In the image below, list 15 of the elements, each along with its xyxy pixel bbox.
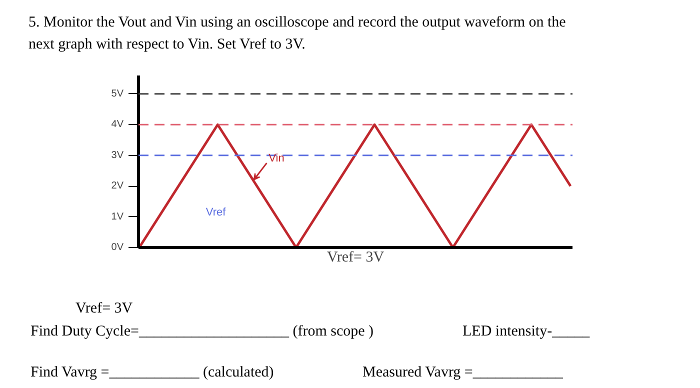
y-tick-label: 0V xyxy=(111,242,124,253)
y-tick-label: 4V xyxy=(111,119,124,130)
annotation: Vin xyxy=(268,152,284,165)
annotation: Vref xyxy=(206,206,227,218)
x-axis-title: Vref= 3V xyxy=(326,250,384,266)
text: Measured Vavrg =____________ xyxy=(362,364,564,380)
y-tick-label: 3V xyxy=(111,150,124,161)
text: Find Duty Cycle=____________________ (from scope ) xyxy=(30,324,374,340)
y-tick-label: 1V xyxy=(111,211,124,222)
text: Vref= 3V xyxy=(76,300,133,316)
text: Find Vavrg =____________ (calculated) xyxy=(30,364,274,380)
text: LED intensity-_____ xyxy=(462,324,590,340)
y-tick-label: 5V xyxy=(111,88,124,100)
y-tick-label: 2V xyxy=(111,180,124,192)
chart-title: 5. Monitor the Vout and Vin using an oscilloscope and record the output waveform on the next graph with respect to Vin. Set Vref to 3V. xyxy=(28,14,566,52)
